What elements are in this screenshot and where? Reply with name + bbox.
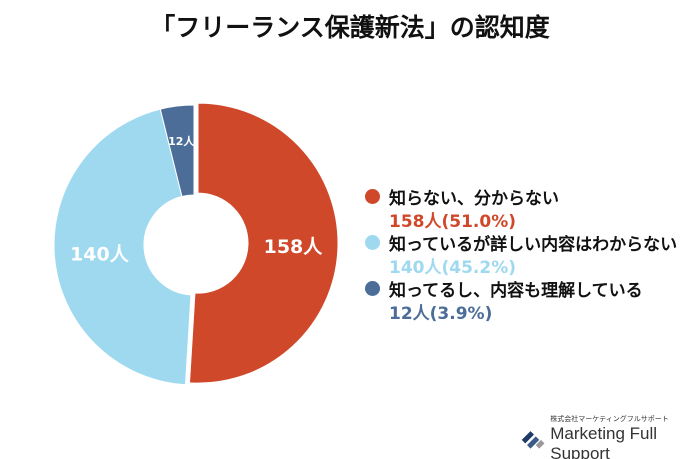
legend-dot-icon: [365, 234, 380, 250]
slice-label-1: 158人: [264, 236, 324, 258]
legend: 知らない、分からない 158人(51.0%) 知っているが詳しい内容はわからない 14…: [365, 185, 678, 324]
legend-label: 知っているが詳しい内容はわからない: [389, 234, 678, 255]
logo-company-en: Marketing Full Support: [550, 424, 658, 459]
legend-item-2: 知っているが詳しい内容はわからない: [365, 231, 678, 255]
legend-value: 12人(3.9%): [389, 304, 493, 324]
company-logo: 株式会社マーケティングフルサポート Marketing Full Support: [520, 414, 700, 459]
legend-item-1: 知らない、分からない: [365, 185, 677, 209]
slice-1: [188, 102, 339, 384]
chart-title: 「フリーランス保護新法」の認知度: [150, 13, 550, 42]
legend-item-3: 知ってるし、内容も理解している: [365, 277, 677, 301]
slice-label-3: 12人: [168, 134, 195, 148]
legend-dot-icon: [365, 188, 380, 204]
slice-3: [159, 104, 195, 198]
legend-value: 140人(45.2%): [389, 258, 517, 278]
slice-2: [53, 108, 192, 386]
legend-value: 158人(51.0%): [389, 212, 517, 232]
legend-label: 知ってるし、内容も理解している: [389, 280, 643, 301]
logo-company-jp: 株式会社マーケティングフルサポート: [550, 415, 669, 423]
logo-mark-icon: [521, 431, 545, 449]
legend-dot-icon: [365, 280, 380, 296]
slice-label-2: 140人: [70, 244, 130, 266]
legend-label: 知らない、分からない: [389, 188, 559, 209]
